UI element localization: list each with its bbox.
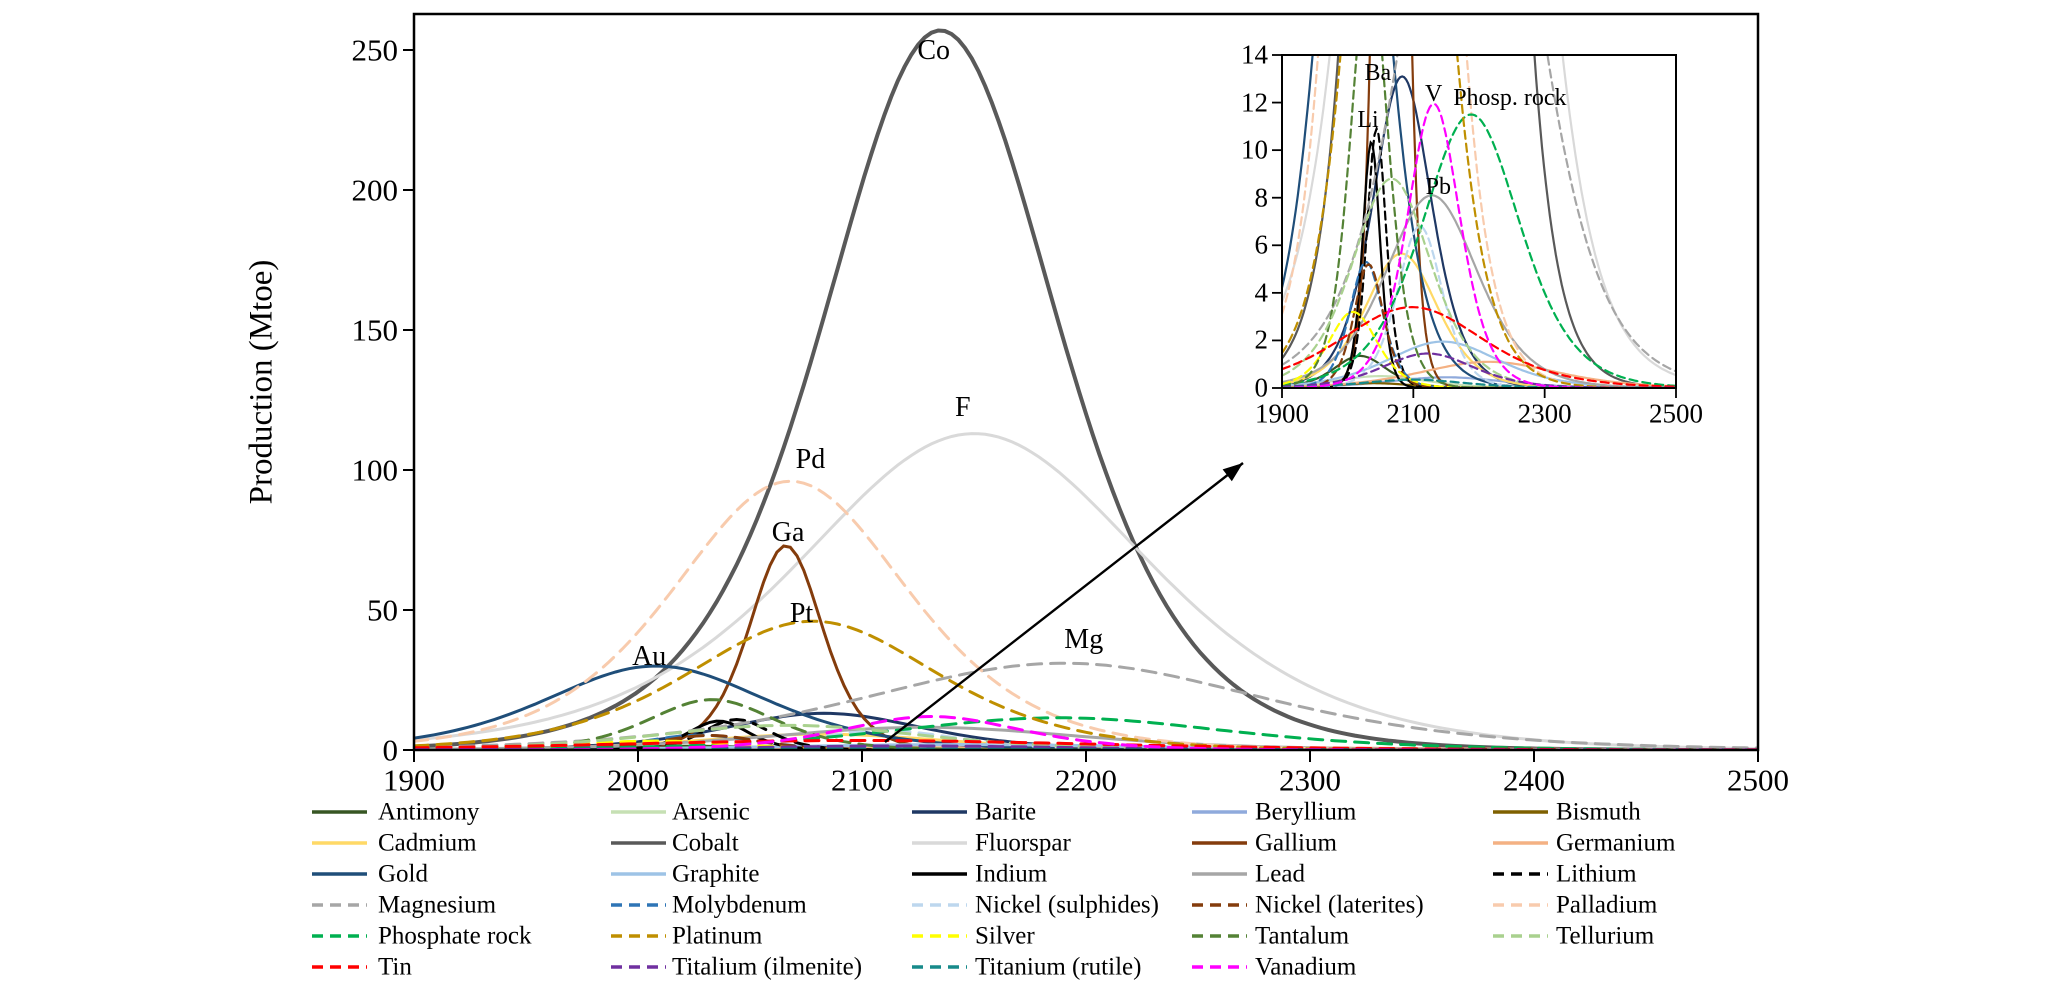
inset-plot-border [1281,54,1677,389]
series-line-inset-Magnesium [1282,55,1676,373]
series-line-inset-Fluorspar [1282,55,1676,377]
legend-label-Molybdenum: Molybdenum [672,891,807,919]
legend-label-Antimony: Antimony [378,798,480,826]
legend-label-Vanadium: Vanadium [1255,953,1357,981]
inset-y-tick-label: 2 [1254,324,1269,355]
legend-label-Titanium (rutile): Titanium (rutile) [975,953,1142,981]
legend-label-Tin: Tin [378,953,412,981]
inset-y-tick-label: 8 [1254,182,1269,213]
main-y-tick-label: 0 [382,732,399,768]
inset-curve-label-Ba: Ba [1364,59,1392,86]
main-curve-label-Mg: Mg [1064,623,1104,655]
main-curve-label-Pt: Pt [789,597,814,629]
legend-label-Phosphate rock: Phosphate rock [378,922,532,950]
legend-label-Graphite: Graphite [672,860,760,888]
legend-label-Gold: Gold [378,860,428,888]
main-curve-label-Ga: Ga [771,517,805,548]
series-line-inset-Nickel (sulphides) [1282,225,1676,388]
main-curve-label-Co: Co [917,35,951,67]
inset-y-tick-label: 6 [1254,229,1269,260]
legend-label-Nickel (sulphides): Nickel (sulphides) [975,891,1159,919]
series-line-main-Phosphate rock [414,716,1758,750]
inset-x-tick-label: 2300 [1517,398,1572,429]
main-x-tick-label: 2200 [1055,762,1117,798]
legend-label-Germanium: Germanium [1556,829,1676,857]
main-curve-label-F: F [955,392,971,424]
legend-label-Tellurium: Tellurium [1556,922,1655,950]
series-line-main-Magnesium [414,661,1758,750]
y-axis-title: Production (Mtoe) [243,259,280,505]
series-line-inset-Phosphate rock [1282,113,1676,387]
series-line-inset-Gold [1282,55,1676,388]
inset-curve-label-Phosp. rock: Phosp. rock [1453,85,1567,112]
legend-label-Indium: Indium [975,860,1048,888]
legend-label-Cadmium: Cadmium [378,829,477,857]
main-y-tick-label: 100 [351,452,399,488]
series-line-inset-Lithium [1282,125,1676,388]
main-x-tick-label: 2000 [607,762,669,798]
legend-label-Palladium: Palladium [1556,891,1658,919]
main-y-tick-label: 150 [351,312,399,348]
legend-label-Nickel (laterites): Nickel (laterites) [1255,891,1424,919]
inset-y-tick-label: 10 [1241,134,1268,165]
series-line-inset-Cobalt [1282,55,1676,388]
legend-label-Fluorspar: Fluorspar [975,829,1071,857]
legend-label-Beryllium: Beryllium [1255,798,1357,826]
legend-label-Cobalt: Cobalt [672,829,739,857]
inset-y-tick-label: 4 [1254,277,1269,308]
legend-label-Tantalum: Tantalum [1255,922,1350,950]
series-line-main-Indium [414,719,1758,750]
series-line-main-Tin [414,739,1758,750]
series-line-main-Fluorspar [414,432,1758,750]
legend-label-Titalium (ilmenite): Titalium (ilmenite) [672,953,863,981]
inset-x-tick-label: 1900 [1255,398,1309,429]
series-line-main-Titalium (ilmenite) [414,744,1758,750]
inset-pointer-arrowhead [1222,463,1243,482]
main-x-tick-label: 1900 [383,762,445,798]
inset-y-tick-label: 12 [1241,87,1268,118]
main-y-tick-label: 250 [351,32,399,68]
series-line-inset-Platinum [1282,55,1676,388]
inset-pointer-arrow-line [884,462,1244,743]
legend-label-Lithium: Lithium [1556,860,1637,888]
main-y-tick-label: 200 [351,172,399,208]
main-x-tick-label: 2400 [1503,762,1565,798]
series-line-inset-Molybdenum [1282,260,1676,388]
inset-y-tick-label: 0 [1254,372,1269,403]
main-x-tick-label: 2300 [1279,762,1341,798]
series-line-inset-Nickel (laterites) [1282,263,1676,388]
series-line-inset-Lead [1282,194,1676,388]
inset-x-tick-label: 2100 [1386,398,1441,429]
main-x-tick-label: 2500 [1727,762,1789,798]
legend-label-Platinum: Platinum [672,922,763,950]
inset-y-tick-label: 14 [1241,39,1268,70]
main-curve-label-Au: Au [632,641,667,673]
main-y-tick-label: 50 [367,592,398,628]
legend-label-Magnesium: Magnesium [378,891,497,919]
inset-x-tick-label: 2500 [1649,398,1703,429]
legend-label-Gallium: Gallium [1255,829,1337,857]
main-x-tick-label: 2100 [831,762,893,798]
legend-label-Silver: Silver [975,922,1035,950]
inset-curve-label-Pb: Pb [1425,173,1451,200]
inset-curve-label-V: V [1425,81,1443,108]
inset-curve-label-Li: Li [1357,107,1379,134]
legend-label-Bismuth: Bismuth [1556,798,1641,826]
legend-label-Barite: Barite [975,798,1037,826]
main-curve-label-Pd: Pd [795,443,826,475]
legend-label-Arsenic: Arsenic [672,798,750,826]
legend-label-Lead: Lead [1255,860,1305,888]
series-line-main-Platinum [414,619,1758,750]
series-line-inset-Indium [1282,140,1676,388]
series-line-inset-Tellurium [1282,177,1676,388]
series-line-main-Vanadium [414,714,1758,750]
